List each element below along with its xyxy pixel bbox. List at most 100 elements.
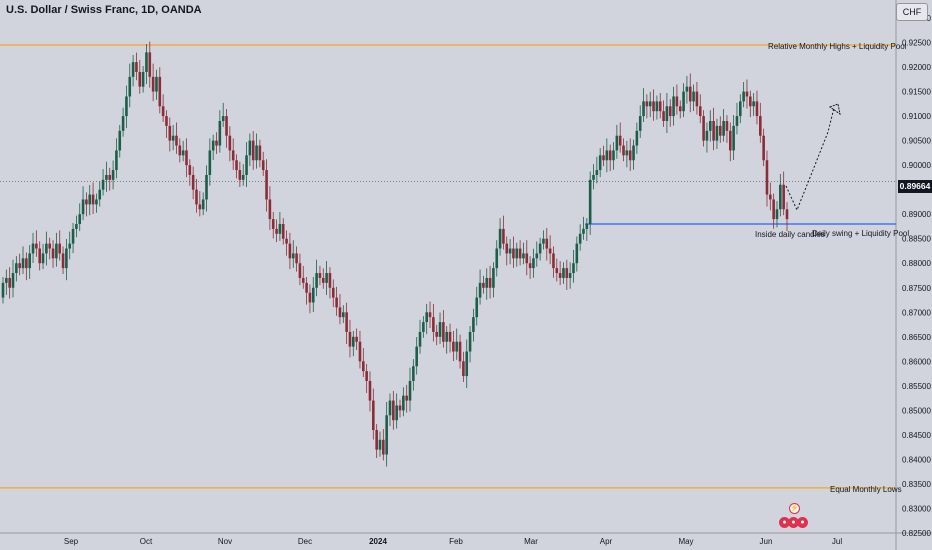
candle-body [518, 248, 522, 259]
y-tick-label: 0.86500 [902, 333, 931, 342]
candle-body [191, 174, 195, 190]
candle-body [345, 312, 348, 332]
candle-body [595, 170, 599, 175]
candle-body [365, 371, 368, 381]
candle-body [225, 116, 228, 136]
candle-body [18, 263, 21, 269]
y-tick-label: 0.85500 [902, 382, 931, 391]
candle-body [425, 312, 428, 323]
candle-body [738, 101, 742, 117]
lightning-icon[interactable]: ⚡ [789, 503, 800, 514]
candle-body [392, 400, 395, 421]
candle-body [248, 140, 252, 156]
candle-body [445, 331, 449, 342]
candle-body [198, 204, 202, 210]
us-flag-icon[interactable]: ● [797, 517, 808, 528]
candle-body [432, 317, 435, 332]
candle-body [658, 101, 662, 112]
candle-body [48, 243, 52, 249]
candle-body [465, 351, 469, 377]
candle-body [165, 116, 168, 126]
candle-body [528, 263, 532, 269]
candle-body [278, 224, 282, 234]
candle-body [11, 273, 15, 288]
candle-body [148, 52, 152, 77]
candle-body [442, 322, 445, 342]
candle-body [728, 130, 732, 151]
candle-body [765, 160, 769, 195]
candle-body [588, 179, 592, 224]
candle-body [61, 253, 65, 269]
x-tick-label: 2024 [369, 537, 387, 546]
candle-body [335, 297, 338, 308]
candle-body [515, 248, 519, 259]
candle-body [231, 150, 235, 161]
candle-body [291, 253, 295, 259]
candle-body [655, 101, 659, 112]
candle-body [582, 228, 585, 234]
candle-body [325, 273, 328, 283]
x-tick-label: Jul [832, 537, 842, 546]
candle-body [318, 273, 322, 278]
candle-body [642, 101, 645, 117]
candle-body [331, 287, 335, 298]
candle-body [111, 170, 115, 180]
candle-body [745, 91, 749, 97]
candle-body [351, 336, 355, 347]
candle-body [769, 194, 772, 200]
candle-body [328, 273, 332, 288]
y-tick-label: 0.82500 [902, 529, 931, 538]
candle-body [161, 106, 165, 117]
candle-body [58, 243, 62, 254]
candle-body [38, 248, 41, 264]
candle-body [101, 179, 105, 190]
candle-body [418, 331, 422, 347]
candle-body [448, 331, 452, 342]
candle-body [5, 277, 8, 283]
candle-body [698, 106, 702, 117]
candle-body [532, 258, 535, 269]
candle-body [398, 405, 402, 411]
candle-body [41, 253, 45, 264]
candle-body [692, 91, 695, 102]
candle-body [241, 174, 245, 180]
candle-body [285, 238, 288, 244]
candle-body [395, 405, 398, 421]
candle-body [562, 268, 565, 278]
candle-body [688, 86, 692, 102]
candle-body [542, 238, 545, 244]
candle-body [258, 145, 262, 161]
candle-body [338, 307, 342, 318]
candle-body [468, 331, 472, 352]
candle-body [645, 101, 649, 107]
symbol-title[interactable]: U.S. Dollar / Swiss Franc, 1D, OANDA [6, 4, 202, 16]
projection-arrowhead [828, 103, 841, 116]
candle-body [525, 253, 529, 264]
candle-body [115, 150, 118, 171]
candle-body [298, 263, 302, 278]
candle-body [482, 282, 485, 288]
candle-body [362, 361, 365, 372]
x-tick-label: Dec [298, 537, 312, 546]
candle-body [385, 415, 388, 455]
candle-body [592, 174, 595, 180]
y-tick-label: 0.85000 [902, 406, 931, 415]
candle-body [135, 62, 138, 72]
candle-body [88, 194, 92, 205]
candle-body [81, 199, 85, 215]
candle-body [261, 160, 265, 171]
y-tick-label: 0.88500 [902, 235, 931, 244]
y-tick-label: 0.91000 [902, 112, 931, 121]
currency-badge[interactable]: CHF [896, 3, 928, 21]
candle-body [315, 273, 318, 288]
candle-body [612, 150, 615, 161]
candle-body [722, 121, 725, 136]
candle-body [708, 121, 712, 131]
candle-body [749, 96, 752, 107]
candle-body [275, 228, 278, 234]
candle-body [742, 91, 745, 102]
candle-body [171, 135, 175, 141]
candle-body [705, 130, 709, 141]
